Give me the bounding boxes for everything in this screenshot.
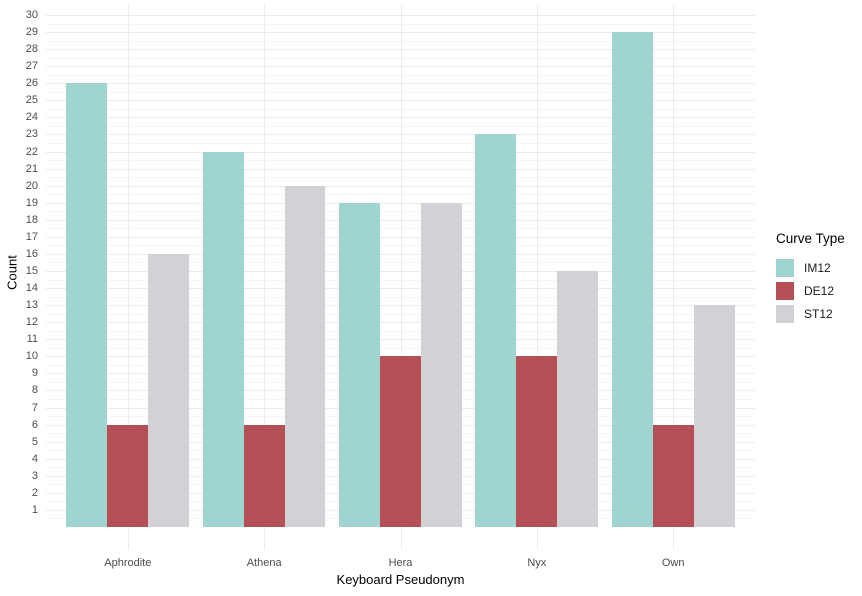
- y-tick-label: 29: [25, 26, 38, 39]
- bar-im12-athena: [202, 151, 244, 527]
- y-tick-label: 30: [25, 9, 38, 21]
- bar-de12-own: [652, 424, 694, 527]
- bar-st12-nyx: [557, 271, 599, 527]
- bar-im12-own: [611, 32, 653, 527]
- legend-swatch-icon: [776, 281, 794, 300]
- x-tick-label: Own: [661, 557, 685, 569]
- bar-st12-own: [693, 305, 735, 527]
- legend-title: Curve Type: [776, 231, 845, 246]
- legend-item-label: IM12: [804, 260, 831, 275]
- y-tick-label: 8: [31, 384, 38, 397]
- y-tick-label: 21: [25, 162, 38, 175]
- bar-st12-aphrodite: [148, 253, 190, 527]
- x-tick-label: Hera: [388, 557, 413, 569]
- x-axis-title: Keyboard Pseudonym: [336, 572, 465, 587]
- bar-de12-nyx: [516, 356, 558, 527]
- legend-swatch-icon: [776, 258, 794, 277]
- bar-de12-athena: [243, 424, 285, 527]
- y-tick-label: 9: [31, 367, 38, 380]
- y-tick-label: 22: [25, 145, 38, 158]
- bar-im12-aphrodite: [66, 83, 108, 527]
- y-tick-label: 17: [25, 230, 38, 243]
- y-tick-label: 28: [25, 43, 38, 56]
- y-tick-label: 24: [25, 111, 38, 124]
- legend-item-de12: DE12: [776, 279, 862, 302]
- legend-swatch-icon: [776, 304, 794, 323]
- y-tick-label: 25: [25, 94, 38, 107]
- y-tick-label: 6: [31, 418, 38, 431]
- legend-item-im12: IM12: [776, 256, 862, 279]
- y-tick-label: 20: [25, 179, 38, 192]
- bar-de12-aphrodite: [107, 424, 149, 527]
- plot-panel: [46, 5, 755, 550]
- y-tick-label: 23: [25, 128, 38, 141]
- y-tick-label: 12: [25, 316, 38, 329]
- y-tick-label: 14: [25, 282, 38, 295]
- y-tick-label: 7: [31, 401, 38, 414]
- bar-im12-hera: [339, 202, 381, 527]
- y-tick-label: 11: [26, 333, 38, 346]
- bar-st12-hera: [420, 202, 462, 527]
- y-tick-label: 18: [25, 213, 38, 226]
- x-axis-tick-labels: Aphrodite Athena Hera Nyx Own: [46, 555, 755, 571]
- legend-item-st12: ST12: [776, 302, 862, 325]
- y-tick-label: 10: [25, 350, 38, 363]
- bar-de12-hera: [380, 356, 421, 527]
- bar-st12-athena: [284, 185, 326, 527]
- legend-item-label: ST12: [804, 306, 833, 321]
- gridline-major-v: [264, 5, 266, 550]
- legend-item-label: DE12: [804, 283, 835, 298]
- y-tick-label: 4: [31, 452, 38, 465]
- x-tick-label: Athena: [246, 557, 282, 569]
- y-tick-label: 26: [25, 77, 38, 90]
- y-tick-label: 13: [25, 299, 38, 312]
- legend: Curve Type IM12 DE12 ST12: [776, 231, 862, 325]
- bar-im12-nyx: [475, 134, 517, 527]
- gridline-major-v: [673, 5, 675, 550]
- x-tick-label: Aphrodite: [104, 557, 152, 569]
- gridline-major-v: [400, 5, 402, 550]
- y-tick-label: 16: [25, 247, 38, 260]
- legend-items: IM12 DE12 ST12: [776, 256, 862, 325]
- y-tick-label: 2: [31, 486, 38, 499]
- gridline-major-v: [536, 5, 538, 550]
- gridline-major-v: [127, 5, 129, 550]
- y-tick-label: 27: [25, 60, 38, 73]
- y-tick-label: 5: [31, 435, 38, 448]
- y-tick-label: 1: [31, 503, 38, 516]
- y-tick-label: 19: [25, 196, 38, 209]
- y-tick-label: 15: [25, 265, 38, 277]
- y-axis-tick-labels: 1 2 3 4 5 6 7 8 9 10 11 12 13 14 15 16 17 18 19 20 21 22 23 24 2…: [0, 0, 38, 596]
- y-tick-label: 3: [31, 469, 38, 482]
- x-tick-label: Nyx: [527, 557, 547, 569]
